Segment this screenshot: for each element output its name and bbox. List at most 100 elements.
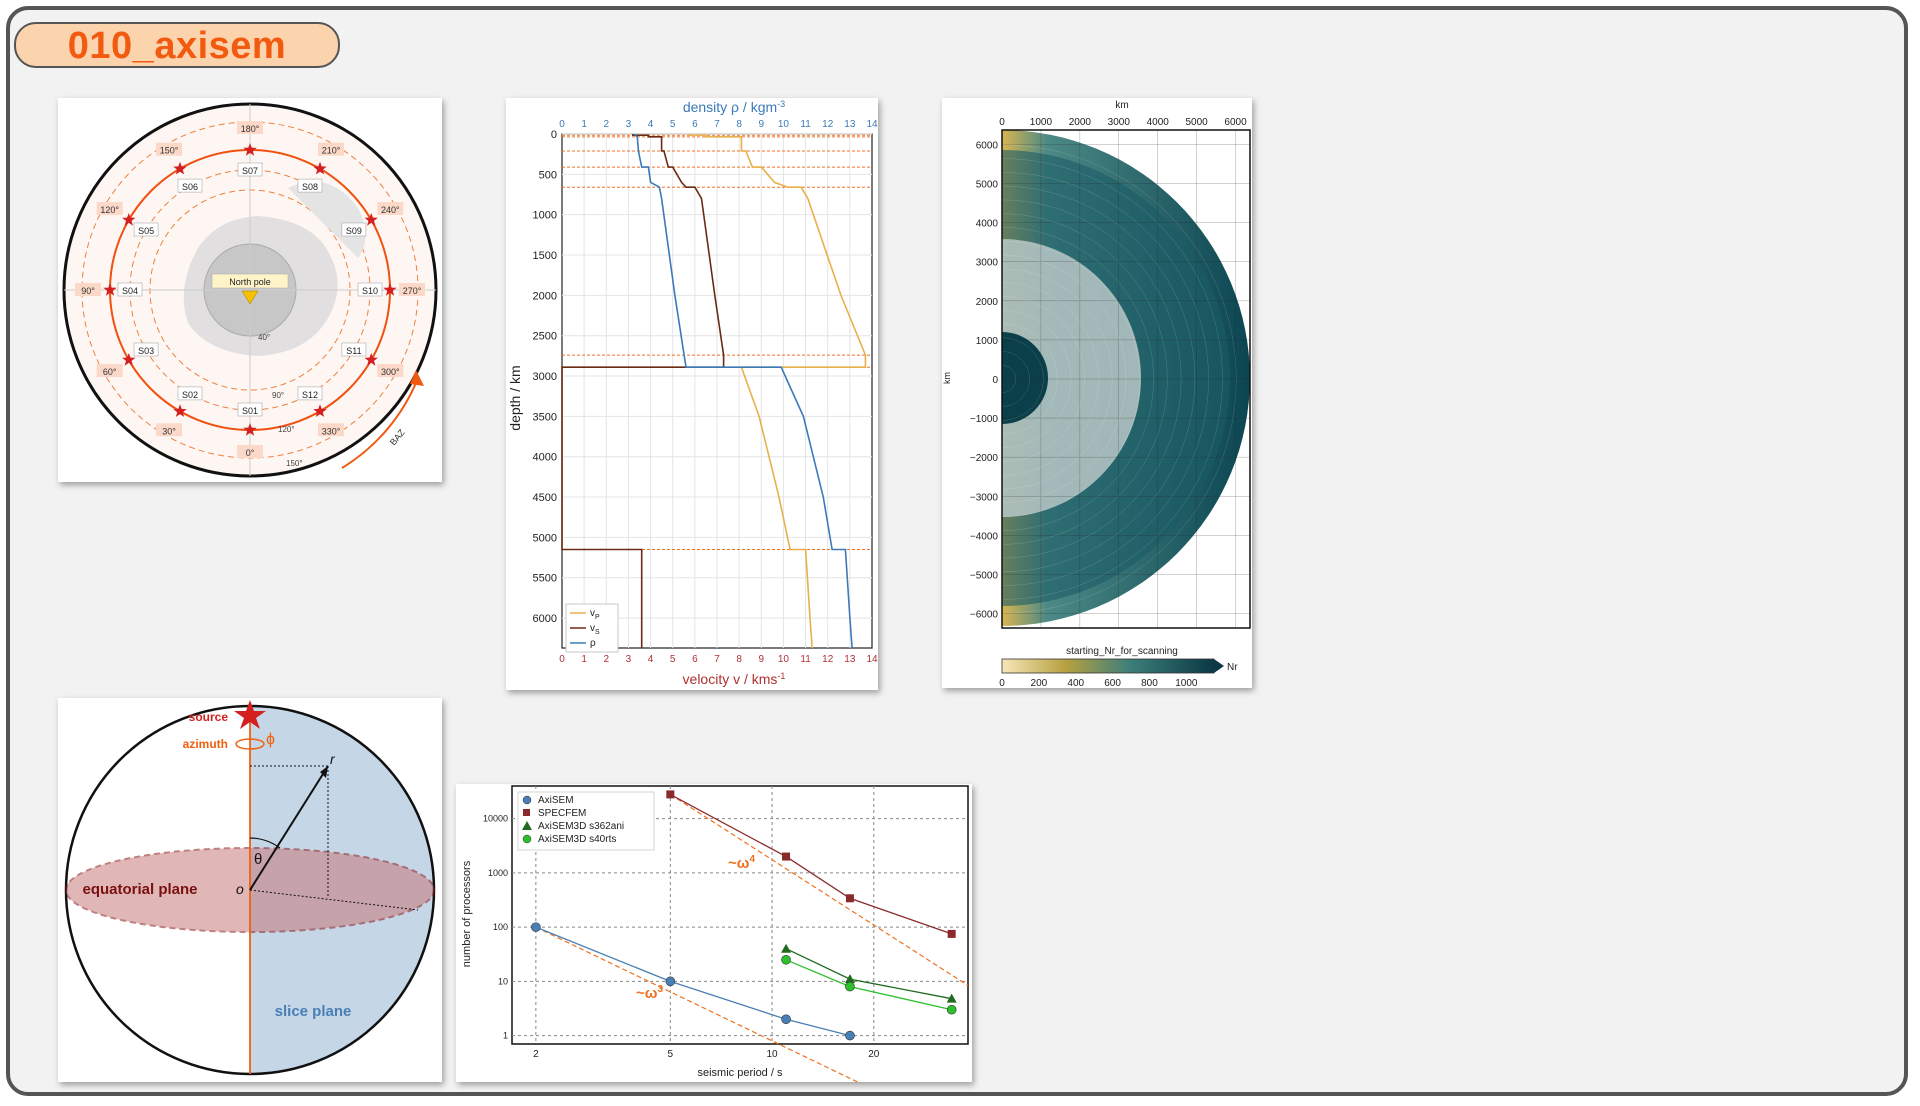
azimuth-label-box — [377, 364, 404, 377]
scaling-chart: 2 5 10 20 10000 1000 100 10 1 AxiSEM SPECFEM AxiSE… — [456, 784, 972, 1082]
station-star-icon — [313, 161, 327, 175]
legend-marker — [522, 821, 532, 830]
mesh-y-tick: 0 — [992, 375, 998, 386]
station-label: S12 — [302, 390, 318, 400]
data-point — [531, 922, 541, 932]
mesh-x-tick: 1000 — [1030, 117, 1053, 128]
station-label: S08 — [302, 182, 318, 192]
mesh-inner-core — [1002, 332, 1048, 424]
station-label: S10 — [362, 286, 378, 296]
mesh-x-tick: 4000 — [1147, 117, 1170, 128]
station-label-box — [357, 282, 383, 297]
station-markers — [103, 143, 397, 436]
series-line — [669, 793, 952, 935]
baz-arc — [341, 377, 419, 469]
density-tick: 9 — [759, 119, 765, 130]
density-tick: 0 — [559, 119, 565, 130]
profile-grid — [561, 133, 873, 649]
y-tick: 1000 — [488, 868, 508, 878]
phi-label: ϕ — [266, 731, 275, 748]
station-star-icon — [313, 404, 327, 417]
data-point — [845, 1030, 855, 1041]
vs-curve — [561, 134, 725, 648]
depth-tick: 500 — [539, 169, 557, 181]
azimuth-label: azimuth — [183, 737, 228, 751]
station-star-icon — [103, 283, 117, 296]
distance-label-150: 150° — [286, 459, 303, 468]
mesh-outer-core — [1002, 239, 1141, 517]
station-label: S01 — [242, 406, 258, 416]
source-star-icon — [234, 700, 266, 729]
station-star-icon — [243, 143, 257, 156]
mesh-y-tick: −5000 — [970, 570, 999, 581]
station-label: S02 — [182, 390, 198, 400]
station-label-box — [177, 386, 203, 401]
density-tick: 2 — [604, 119, 610, 130]
azimuth-label: 0° — [246, 448, 255, 458]
velocity-tick: 13 — [844, 654, 856, 665]
sphere-diagram: source azimuth ϕ r θ o equatorial plane … — [58, 698, 442, 1082]
projection-base — [249, 889, 419, 911]
mesh-x-tick: 0 — [999, 117, 1005, 128]
legend-vs: vS — [590, 623, 600, 636]
azimuth-label: 30° — [162, 426, 176, 436]
data-point — [845, 894, 854, 903]
station-star-icon — [383, 283, 397, 296]
velocity-tick: 11 — [800, 654, 811, 665]
density-axis-label: density ρ / kgm-3 — [683, 99, 785, 115]
profile-ticks: 0011223344556677889910101111121213131414… — [533, 119, 878, 665]
mesh-gridlines — [1002, 130, 1250, 628]
station-star-icon — [243, 423, 257, 436]
azimuth-label-box — [377, 202, 404, 215]
mesh-x-tick: 2000 — [1069, 117, 1092, 128]
mesh-svg: km km 0 1000 2000 3000 4000 5000 6000600050004… — [942, 100, 1251, 688]
density-tick: 11 — [800, 119, 811, 130]
omega3-annotation: ~ω3 — [636, 984, 663, 1002]
depth-tick: 5500 — [533, 573, 557, 585]
source-label: source — [189, 710, 229, 724]
depth-tick: 1000 — [533, 210, 557, 222]
density-tick: 10 — [778, 119, 790, 130]
station-label-box — [237, 402, 263, 417]
station-label: S04 — [122, 286, 138, 296]
mesh-y-tick: −6000 — [970, 610, 999, 621]
mesh-element-ring — [1002, 268, 1113, 490]
mesh-x-tick: 6000 — [1224, 117, 1247, 128]
mesh-top-axis-label: km — [1115, 100, 1128, 111]
station-star-icon — [364, 213, 378, 226]
azimuth-label: 90° — [81, 286, 95, 296]
mesh-element-ring — [1002, 158, 1223, 600]
data-point — [946, 993, 957, 1003]
depth-tick: 3500 — [533, 411, 557, 423]
density-tick: 7 — [714, 119, 720, 130]
velocity-tick: 4 — [648, 654, 654, 665]
station-label-box — [297, 386, 323, 401]
velocity-tick: 1 — [581, 654, 587, 665]
x-axis-label: seismic period / s — [698, 1067, 783, 1079]
station-label-box — [341, 342, 367, 357]
station-star-icon — [122, 213, 136, 226]
density-tick: 12 — [822, 119, 834, 130]
station-labels: 180° S07 210° S08 150° S06 240° S09 120° S05 270° S… — [75, 121, 425, 458]
mesh-element-ring — [1002, 144, 1237, 614]
mesh-y-tick: −4000 — [970, 531, 999, 542]
chart-grid — [512, 786, 968, 1044]
station-star-icon — [122, 353, 136, 366]
mesh-frame — [1001, 129, 1251, 629]
azimuth-label-box — [96, 202, 123, 215]
azimuth-label-box — [318, 423, 344, 437]
series-line — [535, 926, 851, 1037]
baz-label: BAZ — [388, 427, 407, 447]
legend-entry: AxiSEM3D s362ani — [538, 821, 624, 832]
station-star-icon — [173, 161, 187, 175]
depth-tick: 3000 — [533, 371, 557, 383]
north-pole-box — [211, 273, 289, 289]
polar-map-svg: 180° S07 210° S08 150° S06 240° S09 120° S05 270° S… — [62, 102, 438, 478]
legend-marker — [522, 795, 532, 805]
mesh-y-tick: 4000 — [976, 219, 999, 230]
mesh-element-ring — [1002, 241, 1140, 517]
data-point — [782, 852, 791, 861]
mesh-element-ring — [1002, 213, 1168, 545]
azimuth-label-box — [75, 283, 101, 296]
mesh-y-tick: −1000 — [970, 414, 999, 425]
